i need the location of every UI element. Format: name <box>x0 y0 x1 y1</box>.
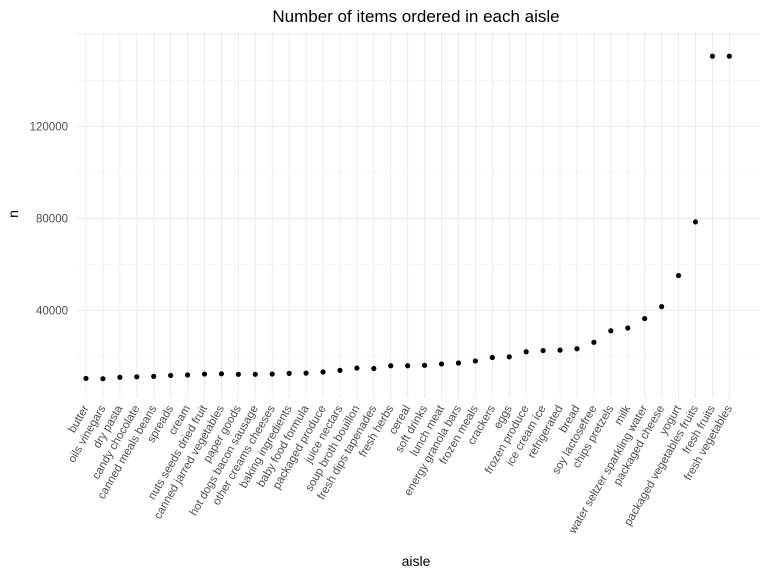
data-point <box>438 361 445 367</box>
data-point <box>235 371 241 377</box>
data-point <box>201 371 208 377</box>
data-point <box>472 358 478 364</box>
data-point <box>455 360 462 366</box>
data-point <box>692 219 699 225</box>
data-point <box>83 375 89 382</box>
y-axis-label: n <box>5 210 21 218</box>
data-point <box>320 369 326 375</box>
data-point <box>337 367 343 373</box>
y-axis-ticks: 40000 80000 120000 <box>30 121 68 317</box>
y-tick-label: 120000 <box>30 121 68 133</box>
data-point <box>574 346 580 352</box>
data-point <box>540 347 546 354</box>
y-tick-label: 40000 <box>36 306 68 318</box>
data-point <box>354 365 360 371</box>
data-point <box>675 272 682 279</box>
data-point <box>726 53 732 59</box>
data-point <box>100 376 106 382</box>
data-point <box>168 372 174 379</box>
data-point <box>269 371 275 377</box>
data-point <box>625 325 631 331</box>
data-point <box>642 315 648 322</box>
y-tick-label: 80000 <box>36 213 68 225</box>
x-axis-label: aisle <box>402 553 431 569</box>
data-point <box>591 339 597 345</box>
data-point <box>523 349 529 355</box>
data-point <box>303 370 309 376</box>
data-point <box>659 304 665 310</box>
chart-title: Number of items ordered in each aisle <box>272 7 559 26</box>
data-point <box>117 374 123 380</box>
data-point <box>506 354 512 360</box>
data-point <box>151 373 157 379</box>
data-points <box>83 53 732 382</box>
data-point <box>709 53 716 59</box>
data-point <box>252 371 258 377</box>
data-point <box>557 347 563 353</box>
data-point <box>134 374 140 380</box>
data-point <box>218 371 225 377</box>
data-point <box>489 354 495 361</box>
data-point <box>422 362 428 368</box>
data-point <box>388 363 394 369</box>
data-point <box>184 372 191 378</box>
data-point <box>371 365 377 372</box>
data-point <box>405 363 411 369</box>
data-point <box>608 328 614 334</box>
grid-lines <box>76 32 760 398</box>
data-point <box>286 370 292 376</box>
